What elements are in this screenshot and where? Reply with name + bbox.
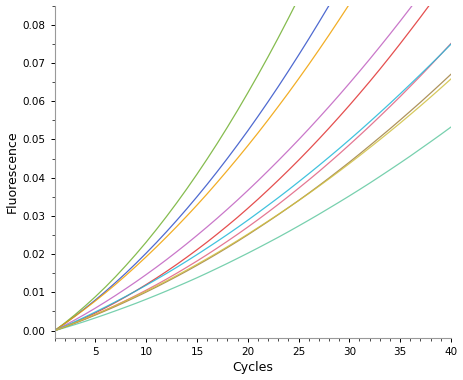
X-axis label: Cycles: Cycles — [232, 361, 273, 374]
Y-axis label: Fluorescence: Fluorescence — [6, 131, 19, 213]
